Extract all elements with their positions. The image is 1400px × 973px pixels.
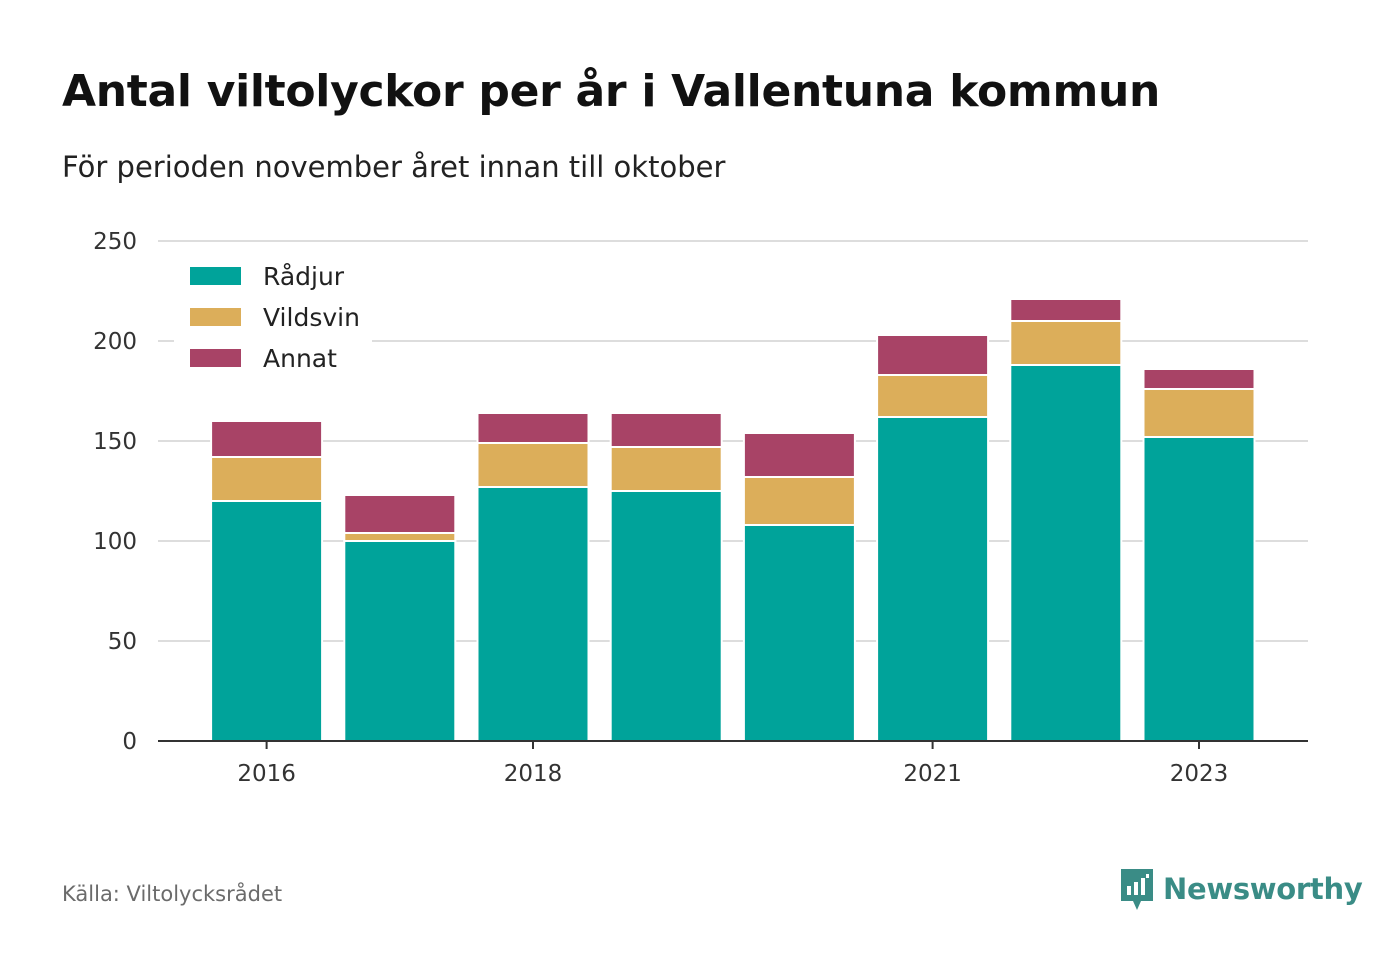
brand-name: Newsworthy xyxy=(1163,872,1363,906)
x-tick-label: 2018 xyxy=(504,761,563,787)
y-tick-label: 100 xyxy=(93,529,137,555)
legend: Rådjur Vildsvin Annat xyxy=(174,250,372,382)
y-tick-label: 50 xyxy=(108,629,137,655)
x-axis-ticks: 2016 2018 2021 2023 xyxy=(237,741,1228,787)
brand-logo: Newsworthy xyxy=(1119,866,1363,912)
y-tick-label: 250 xyxy=(93,229,137,255)
x-tick-label: 2023 xyxy=(1170,761,1229,787)
x-tick-label: 2021 xyxy=(903,761,962,787)
bar-segment-vildsvin-2019 xyxy=(609,446,723,492)
legend-swatch-annat xyxy=(190,349,241,367)
bar-segment-rådjur-2023 xyxy=(1142,436,1256,742)
bar-segment-rådjur-2020 xyxy=(742,524,856,742)
bar-segment-annat-2017 xyxy=(343,494,457,534)
bar-segment-vildsvin-2021 xyxy=(876,374,990,418)
chart-subtitle: För perioden november året innan till ok… xyxy=(62,150,726,184)
bar-segment-vildsvin-2016 xyxy=(210,456,324,502)
y-tick-label: 0 xyxy=(122,729,137,755)
legend-swatch-rådjur xyxy=(190,267,241,285)
legend-label-vildsvin: Vildsvin xyxy=(263,303,360,332)
newsworthy-logo-icon xyxy=(1121,869,1153,910)
y-tick-label: 200 xyxy=(93,329,137,355)
bar-segment-vildsvin-2023 xyxy=(1142,388,1256,438)
bar-segment-rådjur-2016 xyxy=(210,500,324,742)
y-axis-ticks: 0 50 100 150 200 250 xyxy=(93,229,137,755)
bar-segment-rådjur-2017 xyxy=(343,540,457,742)
bar-segment-vildsvin-2017 xyxy=(343,532,457,542)
bar-segment-annat-2023 xyxy=(1142,368,1256,390)
bar-segment-rådjur-2022 xyxy=(1009,364,1123,742)
bar-segment-rådjur-2021 xyxy=(876,416,990,742)
bar-segment-annat-2022 xyxy=(1009,298,1123,322)
y-tick-label: 150 xyxy=(93,429,137,455)
legend-label-rådjur: Rådjur xyxy=(263,262,345,291)
bars xyxy=(210,298,1256,742)
bar-segment-vildsvin-2018 xyxy=(476,442,590,488)
bar-segment-vildsvin-2020 xyxy=(742,476,856,526)
bar-segment-rådjur-2019 xyxy=(609,490,723,742)
bar-segment-annat-2019 xyxy=(609,412,723,448)
x-tick-label: 2016 xyxy=(237,761,296,787)
bar-segment-annat-2021 xyxy=(876,334,990,376)
bar-segment-vildsvin-2022 xyxy=(1009,320,1123,366)
source-note: Källa: Viltolycksrådet xyxy=(62,882,283,906)
bar-segment-rådjur-2018 xyxy=(476,486,590,742)
bar-segment-annat-2016 xyxy=(210,420,324,458)
bar-segment-annat-2020 xyxy=(742,432,856,478)
legend-swatch-vildsvin xyxy=(190,308,241,326)
chart-title: Antal viltolyckor per år i Vallentuna ko… xyxy=(62,66,1161,117)
bar-segment-annat-2018 xyxy=(476,412,590,444)
legend-label-annat: Annat xyxy=(263,344,337,373)
